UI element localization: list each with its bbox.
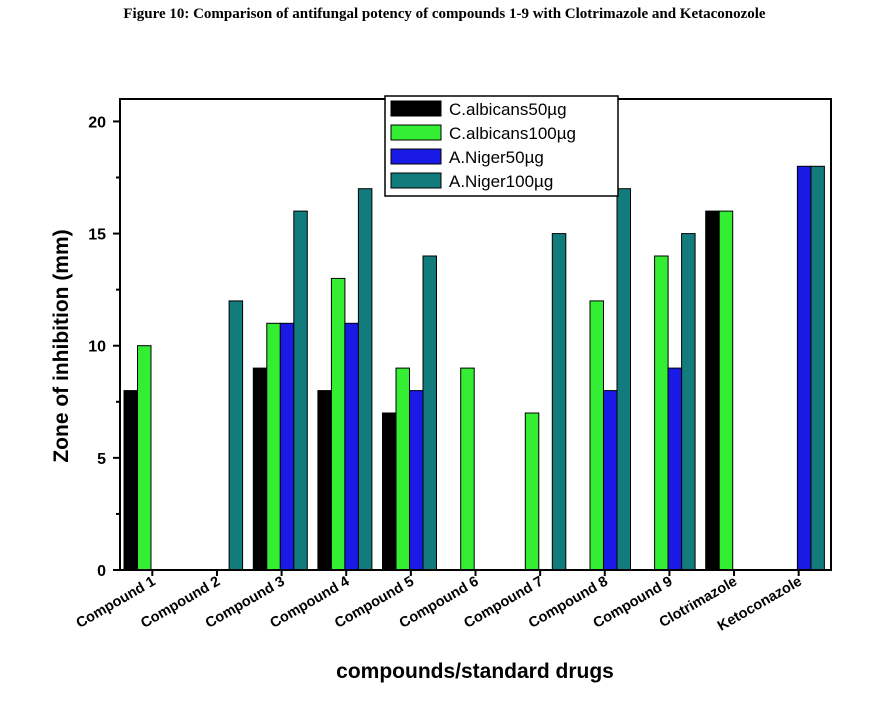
y-tick-label: 10 bbox=[88, 339, 106, 356]
bar-compound-4-series-3 bbox=[344, 322, 359, 571]
bar-compound-5-series-3 bbox=[409, 390, 424, 571]
y-tick-label: 20 bbox=[88, 114, 106, 131]
bar-compound-5-series-1 bbox=[382, 412, 397, 571]
bar-compound-3-series-2 bbox=[266, 322, 281, 571]
bar-compound-4-series-2 bbox=[330, 277, 346, 571]
bar-compound-3-series-3 bbox=[279, 322, 295, 571]
legend-swatch bbox=[390, 148, 442, 165]
bar-compound-3-series-4 bbox=[293, 210, 308, 571]
bar-clotrimazole-series-1 bbox=[705, 210, 720, 571]
bar-compound-4-series-1 bbox=[317, 390, 332, 571]
bar-compound-1-series-2 bbox=[137, 345, 152, 571]
bar-compound-7-series-4 bbox=[551, 233, 567, 571]
bar-compound-3-series-1 bbox=[252, 367, 268, 571]
bars-group bbox=[123, 165, 825, 571]
bar-ketoconazole-series-3 bbox=[796, 165, 812, 571]
y-tick-label: 15 bbox=[88, 227, 106, 244]
bar-compound-9-series-3 bbox=[667, 367, 683, 571]
bar-compound-1-series-1 bbox=[123, 390, 138, 571]
legend-label: A.Niger50µg bbox=[449, 148, 544, 167]
legend-swatch bbox=[390, 172, 442, 189]
bar-compound-6-series-2 bbox=[460, 367, 475, 571]
legend: C.albicans50µg C.albicans100µg A.Niger50µg… bbox=[384, 95, 619, 197]
bar-compound-4-series-4 bbox=[357, 188, 373, 571]
y-tick-label: 5 bbox=[97, 451, 106, 468]
bar-compound-5-series-4 bbox=[422, 255, 437, 571]
bar-compound-8-series-2 bbox=[589, 300, 604, 571]
y-tick-label: 0 bbox=[97, 563, 106, 580]
y-axis-label: Zone of inhibition (mm) bbox=[50, 229, 73, 462]
bar-compound-8-series-3 bbox=[603, 390, 618, 571]
legend-label: C.albicans100µg bbox=[449, 124, 576, 143]
bar-compound-7-series-2 bbox=[524, 412, 540, 571]
x-axis-label: compounds/standard drugs bbox=[336, 660, 614, 683]
legend-swatch bbox=[390, 124, 442, 141]
legend-label: A.Niger100µg bbox=[449, 172, 553, 191]
legend-swatch bbox=[390, 100, 442, 117]
bar-ketoconazole-series-4 bbox=[810, 165, 825, 571]
bar-compound-8-series-4 bbox=[616, 188, 631, 571]
bar-compound-9-series-4 bbox=[681, 233, 696, 571]
bar-clotrimazole-series-2 bbox=[718, 210, 734, 571]
bar-compound-9-series-2 bbox=[654, 255, 669, 571]
legend-label: C.albicans50µg bbox=[449, 100, 567, 119]
bar-compound-5-series-2 bbox=[395, 367, 410, 571]
figure-title: Figure 10: Comparison of antifungal pote… bbox=[123, 6, 766, 22]
bar-compound-2-series-4 bbox=[228, 300, 244, 571]
